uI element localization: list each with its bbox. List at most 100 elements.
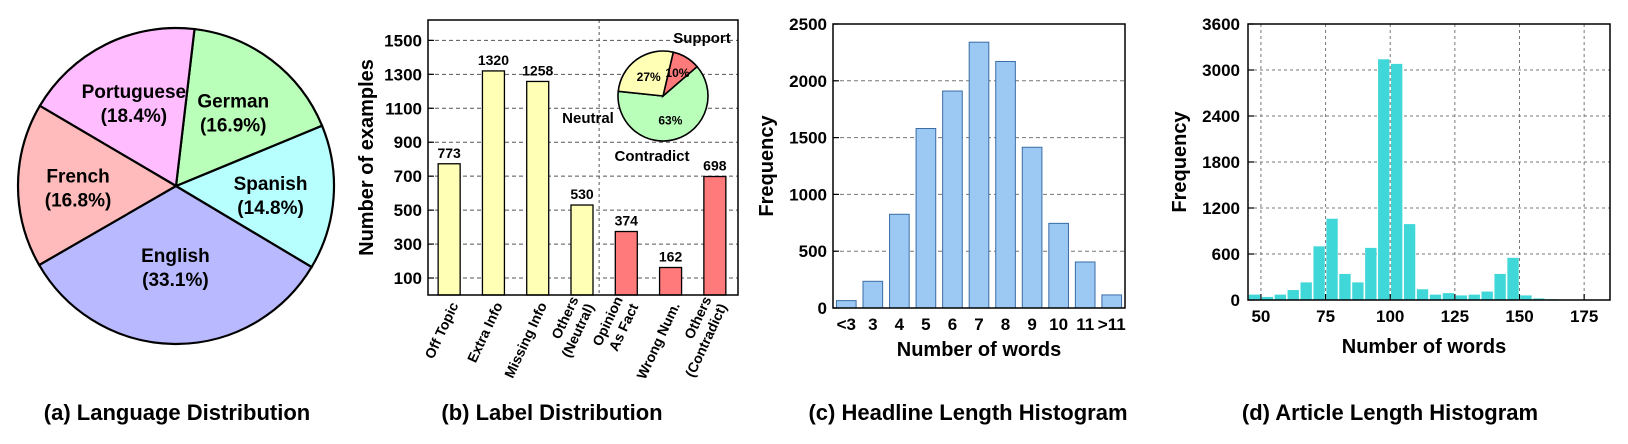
y-tick-label: 1500	[384, 31, 422, 50]
language-pct-spanish: (14.8%)	[237, 198, 304, 219]
histogram-bar	[1326, 218, 1338, 300]
histogram-bar	[1416, 289, 1429, 300]
histogram-bar	[1442, 293, 1455, 300]
y-axis-label: Number of examples	[356, 59, 378, 256]
bar-extra-info	[481, 70, 506, 296]
y-tick-label: 3600	[1202, 15, 1240, 34]
inset-pie-pct-support: 63%	[658, 114, 682, 128]
y-axis-label: Frequency	[756, 115, 778, 217]
bar-value-label: 1320	[478, 52, 509, 68]
article-histogram-chart: 0 600 1200 1800 2400 3000 3600 50 75 100 125 150 175…	[1169, 15, 1611, 358]
x-tick-label: 6	[948, 315, 957, 334]
bar-missing-info	[526, 80, 550, 296]
bar-others-contradict	[703, 175, 727, 296]
caption-c: (c) Headline Length Histogram	[808, 400, 1128, 425]
x-axis-label: Number of words	[1342, 336, 1506, 358]
histogram-bar	[1468, 294, 1480, 300]
bar-value-label: 162	[659, 249, 683, 265]
bar-7	[968, 41, 990, 309]
histogram-bar	[1494, 273, 1506, 300]
bar-10	[1048, 222, 1069, 309]
caption-a: (a) Language Distribution	[43, 400, 311, 425]
language-pct-english: (33.1%)	[142, 270, 209, 291]
histogram-bar	[1261, 296, 1274, 300]
language-slice-german	[174, 27, 324, 188]
x-tick-label: 100	[1376, 307, 1404, 326]
y-tick-label: 900	[394, 133, 422, 152]
x-tick-label: 50	[1251, 307, 1270, 326]
x-tick-label: 5	[921, 315, 930, 334]
histogram-bar	[1287, 290, 1299, 300]
y-tick-label: 2400	[1202, 107, 1240, 126]
inset-pie-label-neutral: Neutral	[562, 110, 614, 127]
bar-others-neutral	[570, 204, 594, 296]
histogram-bar	[1403, 224, 1416, 300]
x-tick-label-off-topic: Off Topic	[421, 299, 461, 361]
inset-pie-slice-support	[617, 65, 709, 142]
bar-value-label: 374	[615, 213, 639, 229]
bar-3	[862, 280, 884, 309]
histogram-bar	[1378, 59, 1390, 301]
language-pct-german: (16.9%)	[200, 115, 267, 136]
y-tick-label: 1000	[789, 185, 827, 204]
x-tick-label: <3	[837, 315, 856, 334]
inset-pie-slice-neutral	[617, 50, 675, 97]
bar-value-label: 1258	[522, 62, 553, 78]
caption-d: (d) Article Length Histogram	[1241, 400, 1539, 425]
x-tick-label: 3	[868, 315, 877, 334]
language-slice-spanish	[173, 124, 336, 269]
language-pie-chart: English (33.1%) Spanish (14.8%) German (16.9%…	[16, 26, 336, 346]
inset-pie-pct-contradict: 10%	[665, 66, 689, 80]
language-pct-portuguese: (18.4%)	[101, 106, 168, 127]
bar-value-label: 530	[570, 186, 594, 202]
histogram-bar	[1391, 63, 1403, 300]
histogram-bar	[1507, 257, 1519, 300]
x-tick-label: 10	[1049, 315, 1068, 334]
histogram-bar	[1533, 298, 1545, 300]
language-pie-panel: English (33.1%) Spanish (14.8%) German (16.9%…	[0, 0, 360, 390]
histogram-bar	[1352, 282, 1364, 300]
language-label-portuguese: Portuguese	[82, 82, 187, 103]
x-axis-label: Number of words	[897, 339, 1061, 361]
x-tick-label-wrong-num: Wrong Num.	[633, 300, 683, 382]
histogram-bar	[1481, 291, 1493, 300]
bar-lt3	[835, 300, 857, 309]
inset-pie-label-support: Support	[673, 30, 731, 47]
histogram-bar	[1248, 294, 1261, 300]
language-label-spanish: Spanish	[234, 174, 308, 195]
x-tick-label: 9	[1027, 315, 1036, 334]
x-tick-label: 7	[974, 315, 983, 334]
x-tick-label: 11	[1076, 315, 1094, 334]
inset-pie-pct-neutral: 27%	[637, 70, 661, 84]
x-tick-label: 175	[1570, 307, 1598, 326]
bar-5	[915, 128, 937, 309]
histogram-bar	[1313, 246, 1325, 300]
y-tick-label: 0	[1231, 291, 1240, 310]
y-tick-label: 700	[394, 167, 422, 186]
bar-opinion-as-fact	[614, 230, 638, 296]
histogram-bar	[1300, 282, 1312, 300]
histogram-bar	[1274, 294, 1286, 300]
x-tick-label-extra-info: Extra Info	[464, 300, 506, 365]
bar-off-topic	[437, 163, 461, 296]
language-pct-french: (16.8%)	[45, 191, 112, 212]
y-tick-label: 2000	[789, 72, 827, 91]
x-tick-label-missing-info: Missing Info	[501, 300, 550, 381]
plot-frame	[832, 23, 1126, 309]
y-tick-label: 100	[394, 269, 422, 288]
histogram-bar	[1365, 247, 1377, 300]
label-distribution-panel: 100 300 500 700 900 1100 1300 1500 773 Off Topic 1…	[345, 0, 755, 390]
language-slice-portuguese	[38, 26, 196, 188]
label-distribution-chart: 100 300 500 700 900 1100 1300 1500 773 Off Topic 1…	[356, 19, 739, 382]
y-tick-label: 1100	[385, 99, 422, 118]
histogram-bar	[1429, 294, 1442, 300]
bar-6	[942, 90, 963, 309]
bar-11	[1074, 261, 1096, 309]
histogram-bar	[1520, 295, 1532, 300]
headline-histogram-panel: 0 500 1000 1500 2000 2500 <3 3 4 5 6 7 8 9 10 11 >11 Numb…	[745, 0, 1165, 390]
x-tick-label: 75	[1316, 307, 1335, 326]
y-tick-label: 600	[1212, 245, 1240, 264]
y-tick-label: 2500	[789, 15, 827, 34]
inset-pie-label-contradict: Contradict	[615, 148, 690, 165]
language-label-german: German	[197, 91, 269, 112]
